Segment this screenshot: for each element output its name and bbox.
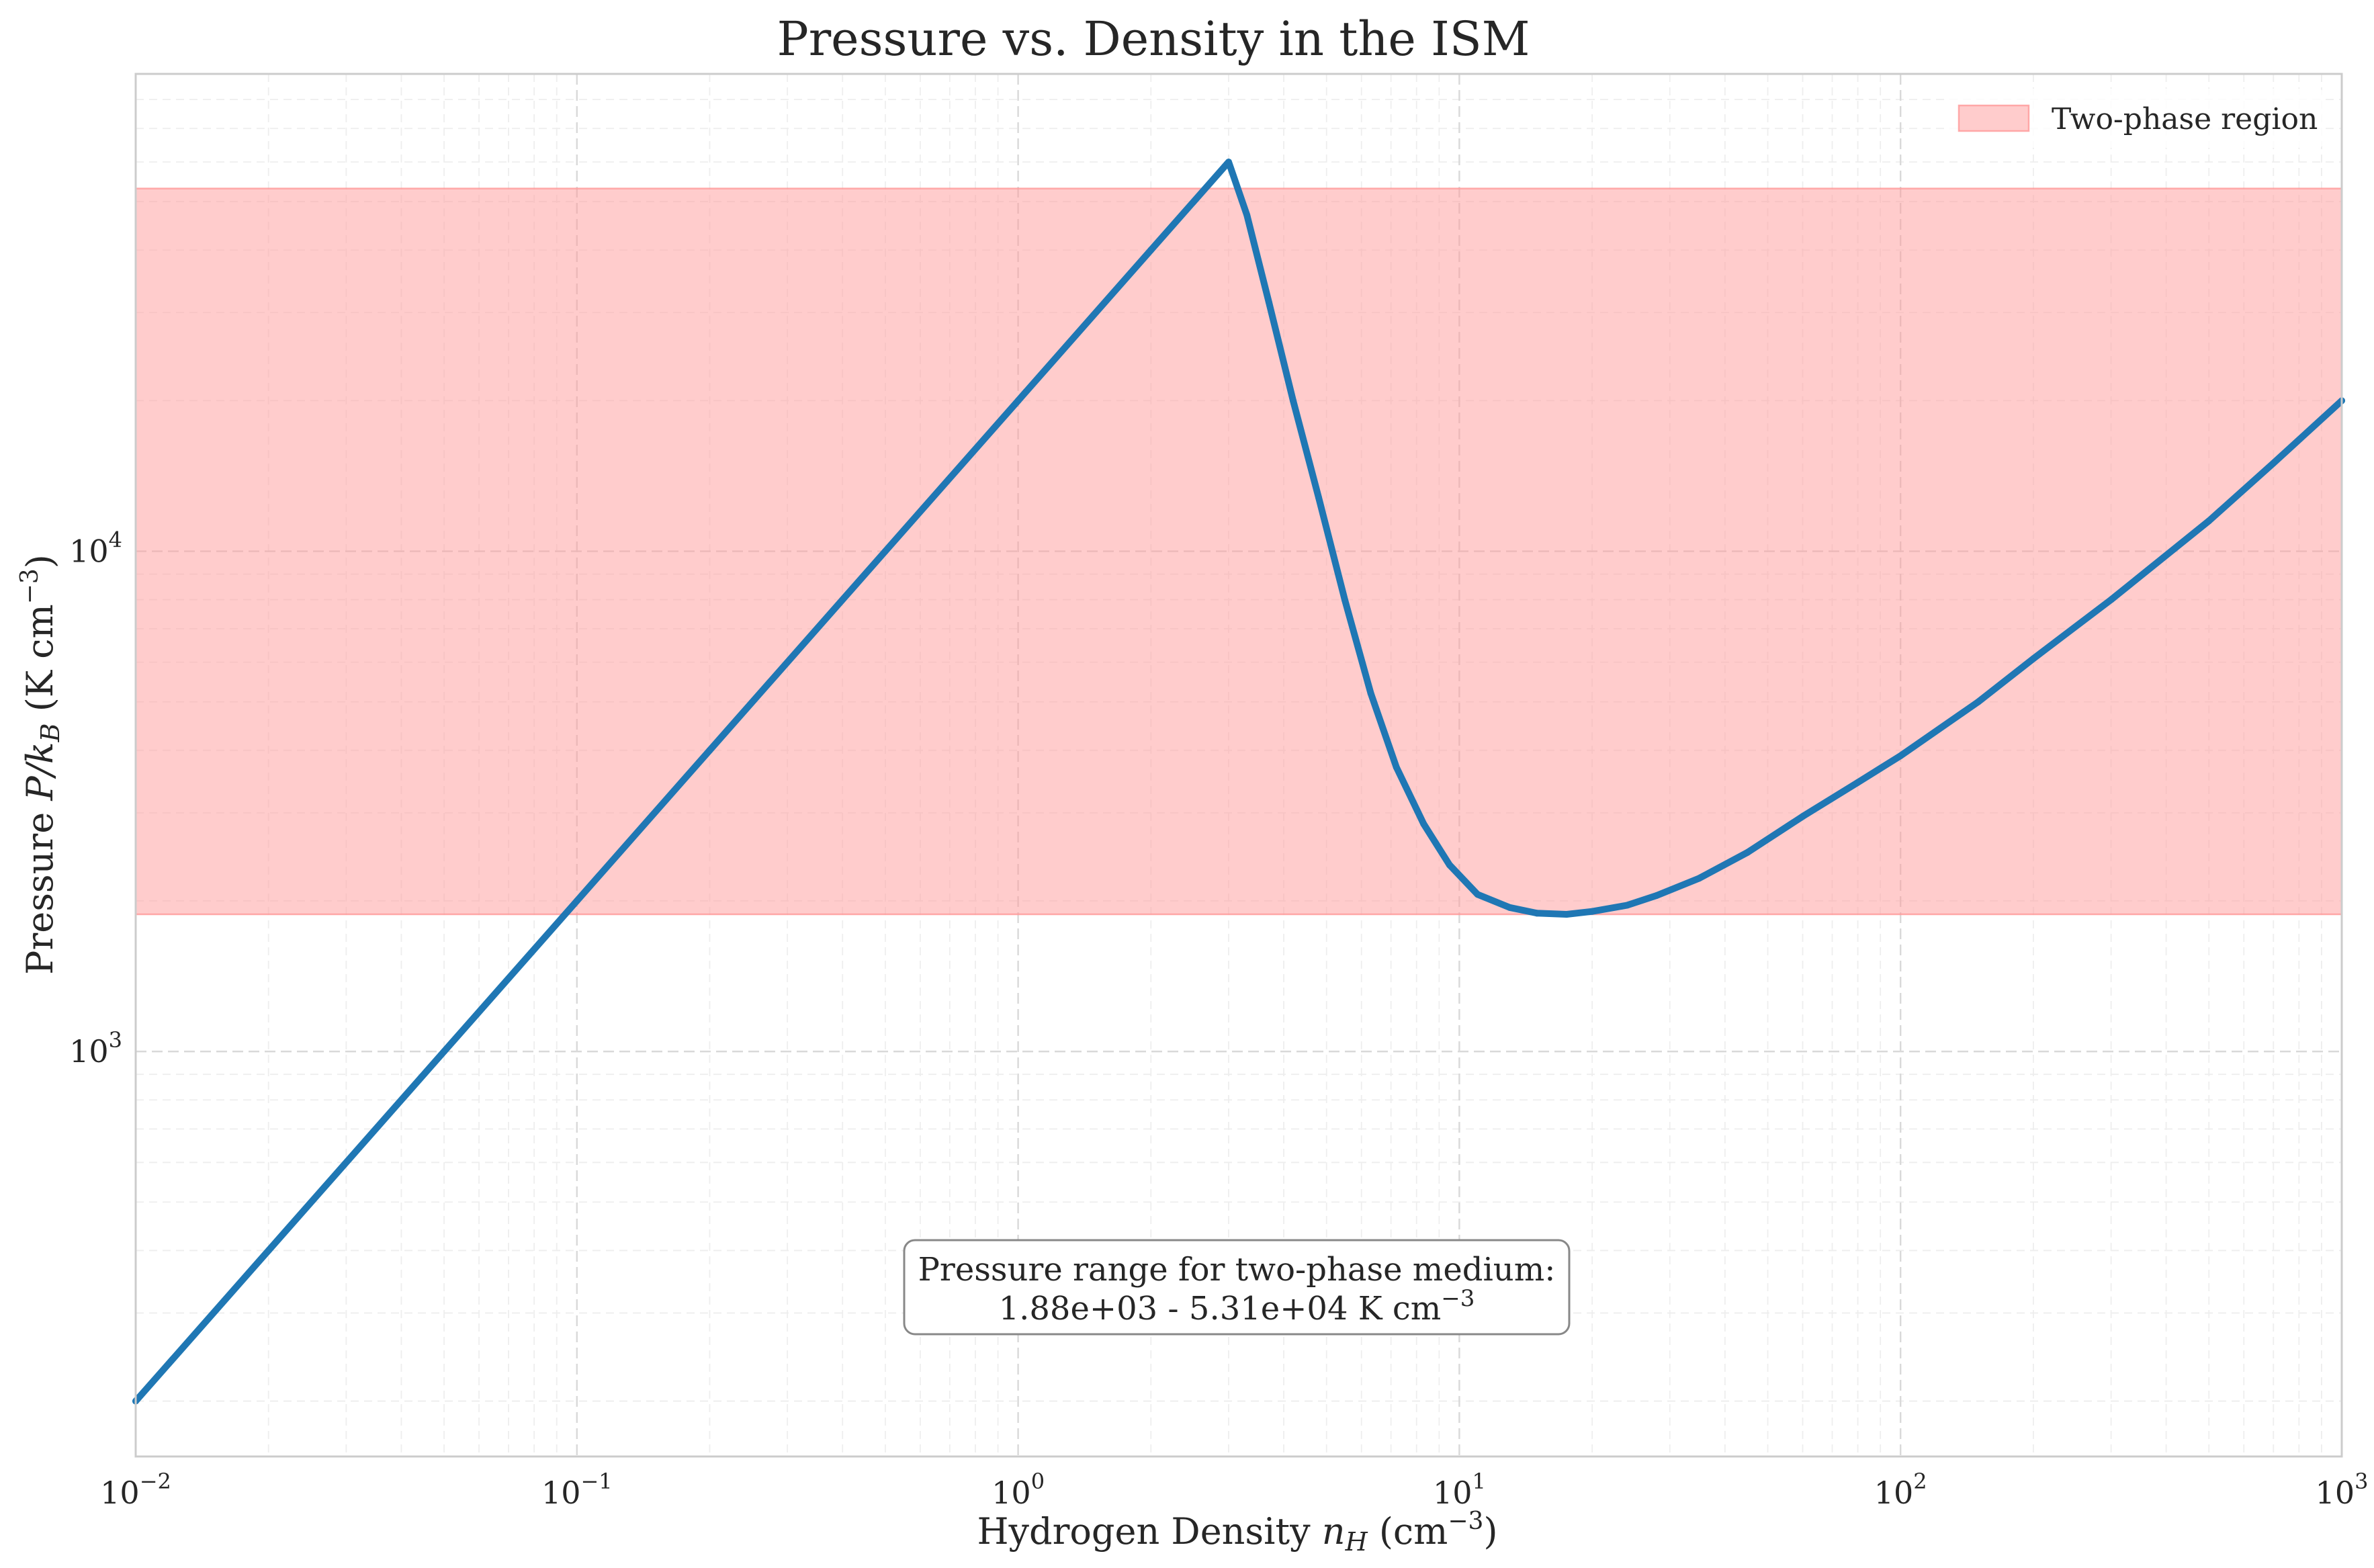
annotation-box bbox=[903, 1239, 1571, 1336]
curve-point bbox=[1341, 596, 1348, 603]
curve-point bbox=[1589, 908, 1596, 915]
curve-point bbox=[1744, 848, 1751, 856]
legend: Two-phase region bbox=[1948, 89, 2324, 148]
curve-point bbox=[1243, 212, 1251, 219]
curve-point bbox=[1653, 892, 1661, 899]
chart-title: Pressure vs. Density in the ISM bbox=[777, 11, 1530, 67]
curve-point bbox=[1265, 298, 1272, 306]
curve-point bbox=[2107, 596, 2115, 603]
x-tick-label: 103 bbox=[2316, 1469, 2369, 1511]
curve-point bbox=[706, 746, 713, 754]
legend-label-two-phase-region: Two-phase region bbox=[2052, 102, 2318, 136]
x-axis-ticks: 10−2 10−1 100 101 102 103 bbox=[100, 1469, 2368, 1511]
legend-swatch-two-phase-region bbox=[1958, 104, 2030, 132]
plot-frame bbox=[134, 73, 2343, 1458]
plot-area bbox=[132, 73, 2345, 1458]
curve-point bbox=[1393, 764, 1400, 771]
x-tick-label: 102 bbox=[1874, 1469, 1927, 1511]
annotation-line-2: 1.88e+03 - 5.31e+04 K cm−3 bbox=[999, 1285, 1475, 1327]
curve-point bbox=[1367, 690, 1374, 697]
curve-point bbox=[1799, 813, 1806, 820]
curve-point bbox=[1506, 904, 1513, 911]
curve-point bbox=[441, 1048, 448, 1055]
y-axis-title: Pressure P/kB (K cm−3) bbox=[16, 554, 65, 975]
curve-point bbox=[1897, 752, 1904, 759]
x-tick-label: 101 bbox=[1433, 1469, 1486, 1511]
curve-point bbox=[1563, 911, 1570, 918]
curve-point bbox=[1854, 779, 1861, 786]
annotation: Pressure range for two-phase medium: 1.8… bbox=[903, 1239, 1571, 1336]
curve-point bbox=[1290, 397, 1296, 404]
curve-point bbox=[1624, 902, 1631, 909]
curve-point bbox=[1446, 861, 1453, 869]
curve-point bbox=[573, 898, 580, 904]
curve-point bbox=[265, 1247, 272, 1254]
x-tick-label: 100 bbox=[992, 1469, 1045, 1511]
two-phase-region-band bbox=[134, 187, 2343, 916]
curve-point bbox=[1696, 875, 1703, 882]
curve-point bbox=[1315, 494, 1322, 501]
curve-point bbox=[1225, 159, 1232, 166]
y-tick-label: 103 bbox=[69, 1027, 122, 1070]
y-tick-label: 104 bbox=[69, 527, 122, 570]
x-tick-label: 10−2 bbox=[100, 1469, 171, 1511]
pressure-curve-points bbox=[132, 159, 2345, 1405]
y-axis-ticks: 103 104 bbox=[69, 527, 122, 1070]
x-axis-title: Hydrogen Density nH (cm−3) bbox=[977, 1508, 1497, 1557]
curve-point bbox=[1147, 247, 1155, 254]
x-tick-label: 10−1 bbox=[541, 1469, 613, 1511]
legend-box bbox=[1948, 89, 2324, 148]
curve-point bbox=[2205, 517, 2213, 525]
curve-point bbox=[2270, 460, 2277, 467]
curve-point bbox=[1974, 698, 1982, 705]
pressure-curve bbox=[132, 159, 2345, 1405]
curve-point bbox=[1534, 910, 1541, 917]
annotation-line-1: Pressure range for two-phase medium: bbox=[918, 1251, 1556, 1289]
curve-point bbox=[1474, 891, 1481, 898]
curve-point bbox=[1014, 397, 1022, 404]
curve-point bbox=[2029, 655, 2037, 662]
curve-point bbox=[1420, 820, 1427, 828]
curve-point bbox=[881, 548, 889, 555]
